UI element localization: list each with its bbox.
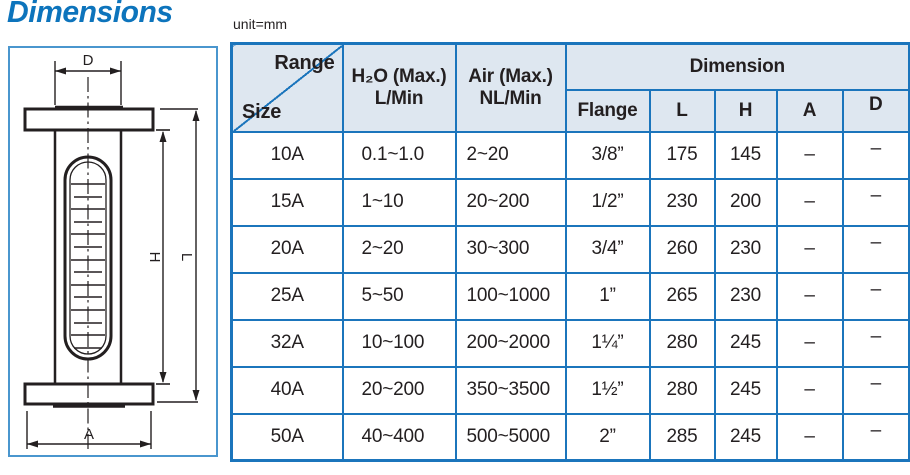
table-row-50a: 50A 40~400 500~5000 2” 285 245 – – [230,412,910,462]
dimension-l: L [157,108,200,403]
size-cell: 40A [230,365,344,415]
air-column-header: Air (Max.) NL/Min [454,42,567,133]
h-dimension-label: H [146,252,163,263]
table-row-10a: 10A 0.1~1.0 2~20 3/8” 175 145 – – [230,130,910,180]
h2o-range-cell: 10~100 [341,318,457,368]
unit-label: unit=mm [233,16,288,32]
l-dimension-label: L [178,253,195,261]
h2o-range-cell: 0.1~1.0 [341,130,457,180]
h2o-header-line2: L/Min [374,87,424,109]
l-cell: 280 [648,318,716,368]
l-cell: 175 [648,130,716,180]
range-label: Range [274,52,335,74]
flange-cell: 2” [564,412,651,462]
d-cell: – [841,271,910,321]
header-row-sub: Flange L H A D [232,88,910,133]
l-column-header: L [648,88,716,133]
air-range-cell: 100~1000 [454,271,567,321]
d-cell: – [841,130,910,180]
d-cell: – [841,365,910,415]
flowmeter-drawing: D [23,52,200,449]
h-cell: 230 [713,224,778,274]
flange-cell: 1/2” [564,177,651,227]
a-cell: – [775,130,844,180]
bottom-flange [23,382,155,408]
size-label: Size [242,100,282,123]
air-header-line2: NL/Min [479,87,542,109]
dimension-a: A [26,411,152,449]
h-cell: 230 [713,271,778,321]
page-title: Dimensions [7,0,173,29]
flange-cell: 3/4” [564,224,651,274]
d-cell: – [841,318,910,368]
a-dimension-label: A [84,426,94,443]
a-cell: – [775,224,844,274]
l-cell: 260 [648,224,716,274]
air-range-cell: 350~3500 [454,365,567,415]
table-row-15a: 15A 1~10 20~200 1/2” 230 200 – – [230,177,910,227]
flange-cell: 1½” [564,365,651,415]
table-row-40a: 40A 20~200 350~3500 1½” 280 245 – – [230,365,910,415]
size-cell: 50A [230,412,344,462]
h2o-column-header: H₂O (Max.) L/Min [341,42,457,133]
h-cell: 245 [713,412,778,462]
d-cell: – [841,177,910,227]
h-cell: 200 [713,177,778,227]
air-range-cell: 30~300 [454,224,567,274]
dimension-h: H [146,129,170,385]
table-row-25a: 25A 5~50 100~1000 1” 265 230 – – [230,271,910,321]
table-row-32a: 32A 10~100 200~2000 1¼” 280 245 – – [230,318,910,368]
dimension-group-header: Dimension [564,42,910,91]
header-row-group: Range Size H₂O (Max.) L/Min Air (Max.) N… [230,42,910,133]
l-cell: 285 [648,412,716,462]
air-range-cell: 2~20 [454,130,567,180]
dimensions-table: Range Size H₂O (Max.) L/Min Air (Max.) N… [230,42,910,462]
h2o-range-cell: 5~50 [341,271,457,321]
flange-cell: 1” [564,271,651,321]
flange-cell: 1¼” [564,318,651,368]
d-cell: – [841,224,910,274]
d-column-header: D [841,88,910,133]
flange-column-header: Flange [564,88,651,133]
h-cell: 245 [713,365,778,415]
h2o-header-line1: H₂O (Max.) [351,65,447,87]
a-cell: – [775,412,844,462]
air-range-cell: 500~5000 [454,412,567,462]
size-cell: 15A [230,177,344,227]
size-range-corner-cell: Range Size [230,42,344,133]
size-cell: 10A [230,130,344,180]
h-cell: 145 [713,130,778,180]
flange-cell: 3/8” [564,130,651,180]
air-range-cell: 20~200 [454,177,567,227]
size-cell: 20A [230,224,344,274]
air-header-line1: Air (Max.) [468,65,553,87]
l-cell: 230 [648,177,716,227]
air-range-cell: 200~2000 [454,318,567,368]
h-column-header: H [713,88,778,133]
h-cell: 245 [713,318,778,368]
size-cell: 25A [230,271,344,321]
d-dimension-label: D [83,52,94,69]
a-cell: – [775,177,844,227]
a-cell: – [775,365,844,415]
tube-body [53,130,123,384]
dimension-d: D [54,52,122,105]
d-cell: – [841,412,910,462]
h2o-range-cell: 1~10 [341,177,457,227]
size-cell: 32A [230,318,344,368]
a-column-header: A [775,88,844,133]
a-cell: – [775,318,844,368]
top-flange [23,105,155,132]
h2o-range-cell: 20~200 [341,365,457,415]
flowmeter-diagram: D [8,46,218,457]
h2o-range-cell: 40~400 [341,412,457,462]
a-cell: – [775,271,844,321]
h2o-range-cell: 2~20 [341,224,457,274]
l-cell: 265 [648,271,716,321]
table-row-20a: 20A 2~20 30~300 3/4” 260 230 – – [230,224,910,274]
l-cell: 280 [648,365,716,415]
